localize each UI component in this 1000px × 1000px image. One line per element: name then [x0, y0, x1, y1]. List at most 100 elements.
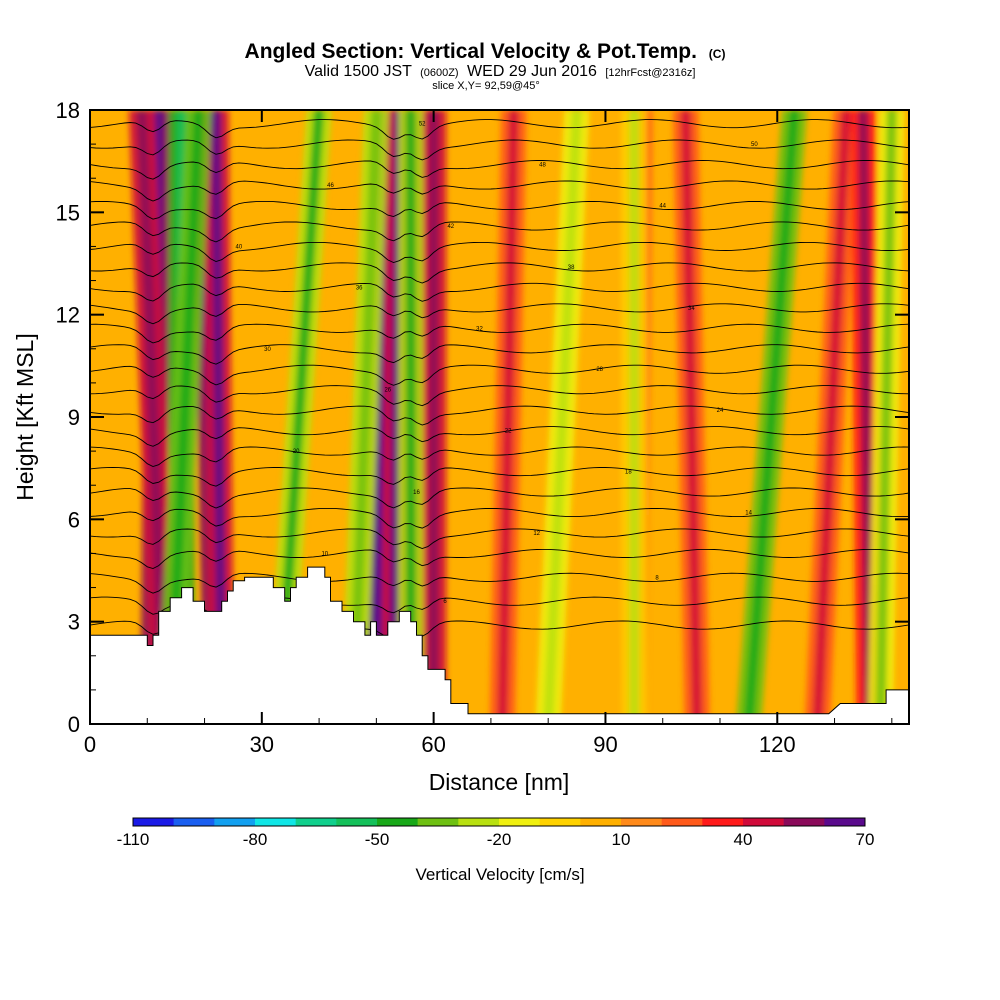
isentrope-label: 26	[384, 388, 391, 394]
isentrope-line	[90, 467, 909, 487]
isentrope-line	[90, 241, 909, 263]
colorbar-tick-label: -110	[117, 830, 150, 849]
isentrope-label: 10	[321, 551, 328, 557]
isentrope-label: 36	[356, 285, 363, 291]
colorbar-segment	[499, 818, 540, 826]
isentrope-line	[90, 405, 909, 426]
isentrope-line	[90, 303, 909, 325]
isentrope-label: 20	[293, 449, 300, 455]
colorbar-tick-label: 70	[856, 830, 875, 849]
chart-title-text: Angled Section: Vertical Velocity & Pot.…	[245, 40, 697, 63]
y-axis-label: Height [Kft MSL]	[12, 333, 38, 500]
updraft-band-core	[497, 110, 519, 724]
valid-time: Valid 1500 JST	[305, 63, 413, 80]
isentrope-line	[90, 160, 909, 180]
colorbar-tick-label: -80	[243, 830, 268, 849]
isentrope-label: 18	[625, 470, 632, 476]
colorbar-segment	[743, 818, 784, 826]
isentrope-label: 6	[443, 599, 447, 605]
isentrope-line	[90, 344, 909, 365]
downdraft-band-core	[165, 110, 204, 724]
y-tick-label: 15	[56, 200, 80, 225]
isentrope-label: 40	[236, 244, 243, 250]
isentrope-label: 42	[447, 224, 454, 230]
isentrope-line	[90, 364, 909, 386]
colorbar-segment	[580, 818, 622, 826]
isentrope-line	[90, 385, 909, 407]
isentrope-label: 8	[655, 575, 659, 581]
isentrope-label: 52	[419, 122, 426, 128]
colorbar-tick-labels: -110 -80 -50 -20 10 40 70	[117, 830, 875, 849]
x-tick-label: 60	[421, 732, 445, 757]
isentrope-line	[90, 282, 909, 302]
isentrope-label: 32	[476, 326, 483, 332]
chart-subtitle: Valid 1500 JST (0600Z) WED 29 Jun 2016 […	[305, 63, 696, 80]
downdraft-band-core	[348, 110, 382, 724]
colorbar-segment	[295, 818, 337, 826]
y-tick-label: 0	[68, 712, 80, 737]
isentrope-label: 48	[539, 163, 546, 169]
isentrope-label: 14	[745, 511, 752, 517]
colorbar-segment	[661, 818, 703, 826]
isentrope-label: 34	[688, 306, 695, 312]
y-tick-label: 6	[68, 507, 80, 532]
colorbar-segment	[824, 818, 866, 826]
forecast-tag: [12hrFcst@2316z]	[605, 67, 695, 79]
isentrope-line	[90, 548, 909, 569]
isentrope-line	[90, 528, 909, 549]
y-tick-label: 3	[68, 610, 80, 635]
isentrope-label: 16	[413, 490, 420, 496]
colorbar-segment	[458, 818, 500, 826]
x-axis-label: Distance [nm]	[429, 769, 570, 795]
isentrope-line	[90, 487, 909, 509]
isentrope-line	[90, 200, 909, 220]
terrain-mask	[90, 566, 909, 724]
x-tick-label: 30	[250, 732, 274, 757]
y-tick-label: 9	[68, 405, 80, 430]
isentrope-label: 22	[505, 429, 512, 435]
valid-date: WED 29 Jun 2016	[467, 63, 597, 80]
colorbar-segment	[702, 818, 744, 826]
colorbar	[132, 817, 866, 827]
colorbar-tick-label: 10	[612, 830, 631, 849]
isentrope-line	[90, 446, 909, 467]
chart-title-units: (C)	[709, 47, 726, 61]
colorbar-segment	[783, 818, 825, 826]
colorbar-segment	[214, 818, 256, 826]
zulu-time: (0600Z)	[420, 67, 459, 79]
colorbar-frame	[132, 817, 866, 827]
colorbar-segment	[377, 818, 418, 826]
chart-title: Angled Section: Vertical Velocity & Pot.…	[245, 40, 726, 63]
x-axis-ticks: 0 30 60 90 120	[84, 110, 893, 757]
updraft-band-core	[428, 110, 439, 724]
y-tick-label: 12	[56, 303, 80, 328]
isentrope-label: 28	[596, 367, 603, 373]
updraft-band-core	[136, 110, 170, 724]
downdraft-band-core	[543, 110, 582, 724]
colorbar-segment	[255, 818, 296, 826]
colorbar-segment	[133, 818, 174, 826]
downdraft-band-core	[743, 110, 800, 724]
colorbar-segment	[621, 818, 662, 826]
colorbar-tick-label: -20	[487, 830, 512, 849]
isentrope-line	[90, 119, 909, 140]
updraft-band-core	[858, 110, 875, 724]
isentrope-line	[90, 426, 909, 447]
isentrope-line	[90, 180, 909, 202]
downdraft-band-core	[628, 110, 640, 724]
downdraft-band-core	[405, 110, 416, 724]
isentrope-label: 46	[327, 183, 334, 189]
isentrope-label: 12	[533, 531, 540, 537]
colorbar-segment	[417, 818, 459, 826]
slice-label: slice X,Y= 92,59@45°	[432, 80, 540, 92]
isentrope-line	[90, 323, 909, 344]
isentrope-line	[90, 139, 909, 161]
x-tick-label: 0	[84, 732, 96, 757]
downdraft-band-core	[875, 110, 897, 724]
colorbar-segment	[539, 818, 581, 826]
isentrope-line	[90, 572, 909, 594]
colorbar-segment	[173, 818, 215, 826]
isentrope-label: 38	[568, 265, 575, 271]
